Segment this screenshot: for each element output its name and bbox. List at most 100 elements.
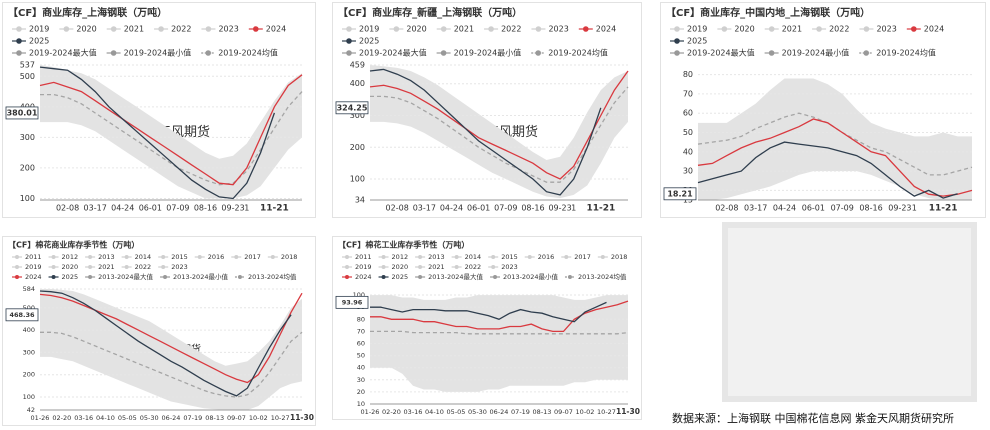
- legend-label: 2013-2024均值: [248, 272, 297, 281]
- x-tick-label: 08-13: [205, 414, 224, 422]
- chart-title: 【CF】商业库存_上海钢联（万吨）: [8, 6, 167, 19]
- x-tick-label: 02-20: [382, 408, 401, 416]
- value-label: 18.21: [667, 189, 693, 198]
- legend-label: 2019-2024最小值: [454, 48, 522, 58]
- legend-dot: [16, 50, 22, 56]
- legend-dot: [910, 26, 917, 32]
- legend-dot: [493, 275, 498, 279]
- y-tick-label: 40: [357, 364, 365, 372]
- average-line: [370, 330, 629, 335]
- legend-dot: [768, 26, 775, 32]
- legend-label: 2015: [501, 253, 518, 261]
- legend-label: 2013-2024最大值: [98, 272, 153, 281]
- legend-dot: [535, 50, 542, 56]
- legend-label: 2013-2024最小值: [173, 272, 228, 281]
- logo-watermark: [722, 222, 977, 402]
- x-tick-label: 01-26: [361, 408, 380, 416]
- legend-dot: [527, 255, 532, 259]
- legend-label: 2024: [25, 273, 42, 281]
- legend-dot: [418, 275, 423, 279]
- band-area: [40, 122, 302, 200]
- legend-dot: [674, 50, 680, 56]
- legend-label: 2024: [596, 25, 616, 34]
- y-tick-label: 10: [357, 400, 365, 408]
- x-tick-label: 09-23: [221, 204, 244, 213]
- chart: 【CF】棉花工业库存季节性（万吨）2011 2012 2013 2014 2015 201…: [332, 236, 642, 420]
- y-tick-label: 100: [23, 393, 35, 401]
- legend-label: 2012: [62, 253, 79, 261]
- x-tick-label: 03-16: [74, 414, 93, 422]
- legend-label: 2019: [687, 25, 707, 34]
- x-tick-label: 05-30: [140, 414, 159, 422]
- x-tick-label: 09-23: [888, 204, 911, 213]
- legend-label: 2013-2024均值: [578, 272, 627, 281]
- legend-label: 2012: [392, 253, 409, 261]
- x-tick-label: 01-26: [31, 414, 50, 422]
- value-label: 324.25: [337, 103, 368, 112]
- legend-label: 2011: [25, 253, 42, 261]
- y-tick-label: 537: [20, 61, 35, 70]
- legend-label: 2019: [29, 25, 49, 34]
- legend-label: 2025: [392, 273, 409, 281]
- series-line: [39, 292, 303, 384]
- y-tick-label: 20: [357, 388, 365, 396]
- legend-dot: [381, 255, 386, 259]
- y-tick-label: 459: [350, 61, 365, 70]
- legend-label: 2015: [171, 253, 188, 261]
- legend-dot: [345, 265, 349, 269]
- legend-dot: [158, 26, 164, 32]
- x-tick-label: 11-21: [260, 204, 289, 214]
- legend-label: 2019-2024最大值: [359, 48, 427, 58]
- legend-dot: [454, 265, 459, 269]
- legend-label: 2020: [76, 25, 96, 34]
- x-tick-label: 03-17: [744, 204, 767, 213]
- y-tick-label: 100: [353, 291, 365, 299]
- y-tick-label: 500: [23, 304, 35, 312]
- legend-dot: [454, 255, 459, 259]
- legend-dot: [721, 26, 728, 32]
- x-tick-label: 1: [571, 204, 576, 213]
- y-tick-label: 30: [357, 376, 365, 384]
- x-tick-label: 08-16: [521, 204, 544, 213]
- legend-label: 2022: [501, 25, 521, 34]
- legend-dot: [674, 26, 680, 32]
- x-tick-label: 02-20: [52, 414, 71, 422]
- x-tick-label: 07-09: [494, 204, 517, 213]
- band-area: [370, 121, 628, 200]
- legend-label: 2024: [924, 25, 944, 34]
- legend-dot: [197, 255, 202, 259]
- x-tick-label: 02-08: [715, 204, 738, 213]
- y-tick-label: 70: [683, 89, 693, 98]
- legend-dot: [863, 50, 870, 56]
- chart-title: 【CF】商业库存_新疆_上海钢联（万吨）: [338, 6, 522, 19]
- legend-dot: [15, 275, 19, 279]
- legend-label: 2021: [428, 263, 445, 271]
- x-tick-label: 04-24: [111, 204, 134, 213]
- x-tick-label: 11-21: [929, 204, 958, 214]
- series-line: [370, 300, 629, 333]
- x-tick-label: 11-30: [616, 407, 640, 416]
- x-tick-label: 09-07: [227, 414, 246, 422]
- legend-dot: [491, 265, 496, 269]
- legend-dot: [863, 26, 870, 32]
- y-tick-label: 300: [23, 348, 35, 356]
- chart-title: 【CF】棉花商业库存季节性（万吨）: [8, 240, 139, 250]
- x-tick-label: 04-10: [96, 414, 115, 422]
- average-line: [40, 331, 303, 398]
- legend-dot: [381, 265, 386, 269]
- x-tick-label: 11-30: [290, 413, 314, 422]
- x-tick-label: 07-09: [831, 204, 854, 213]
- legend-dot: [488, 26, 494, 32]
- legend-label: 2023: [501, 263, 518, 271]
- legend-dot: [205, 26, 212, 32]
- legend-dot: [16, 38, 22, 44]
- plot: [40, 289, 302, 410]
- legend-label: 2018: [611, 253, 628, 261]
- legend-label: 2019: [25, 263, 42, 271]
- legend-dot: [124, 265, 129, 269]
- value-label: 468.36: [9, 311, 35, 319]
- y-tick-label: 80: [357, 315, 365, 323]
- legend-dot: [51, 255, 56, 259]
- legend-dot: [110, 50, 117, 56]
